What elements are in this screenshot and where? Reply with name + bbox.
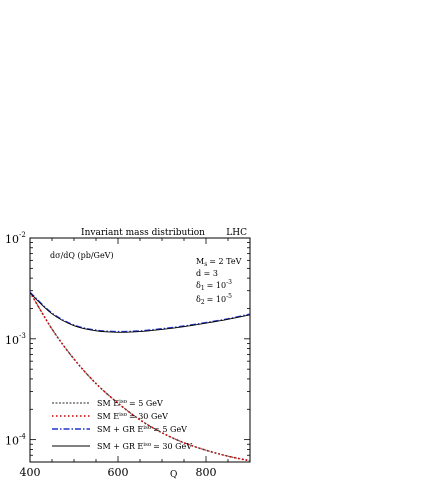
parameter-box: Ms = 2 TeV d = 3 δ1 = 10-3 δ2 = 10-5 (196, 257, 242, 306)
y-tick-label: 10-3 (5, 332, 26, 347)
x-tick-label: 600 (108, 466, 129, 479)
param-delta1: δ1 = 10-3 (196, 279, 232, 292)
series-curves (29, 291, 251, 462)
axis-ticks (29, 237, 251, 463)
corner-label: LHC (226, 228, 247, 238)
y-tick-label: 10-2 (5, 231, 26, 246)
legend-label: SM Eiso = 5 GeV (97, 399, 163, 408)
chart-title: Invariant mass distribution (81, 228, 205, 238)
legend-label: SM + GR Eiso = 30 GeV (97, 442, 192, 451)
y-tick-label: 10-4 (5, 433, 26, 448)
x-axis-label: Q (170, 470, 177, 480)
series-line (29, 291, 251, 462)
param-d: d = 3 (196, 269, 218, 278)
y-axis-label: dσ/dQ (pb/GeV) (50, 251, 114, 260)
legend-label: SM Eiso = 30 GeV (97, 412, 168, 421)
series-line (29, 291, 251, 333)
axis-tick-labels: 400 600 800 10-2 10-3 10-4 (5, 231, 217, 479)
x-tick-label: 400 (20, 466, 41, 479)
x-tick-label: 800 (196, 466, 217, 479)
series-line (29, 291, 251, 462)
series-line (29, 292, 251, 333)
legend-label: SM + GR Eiso = 5 GeV (97, 425, 187, 434)
legend: SM Eiso = 5 GeV SM Eiso = 30 GeV SM + GR Eis… (52, 399, 192, 451)
param-ms: Ms = 2 TeV (196, 257, 242, 268)
param-delta2: δ2 = 10-5 (196, 293, 232, 306)
